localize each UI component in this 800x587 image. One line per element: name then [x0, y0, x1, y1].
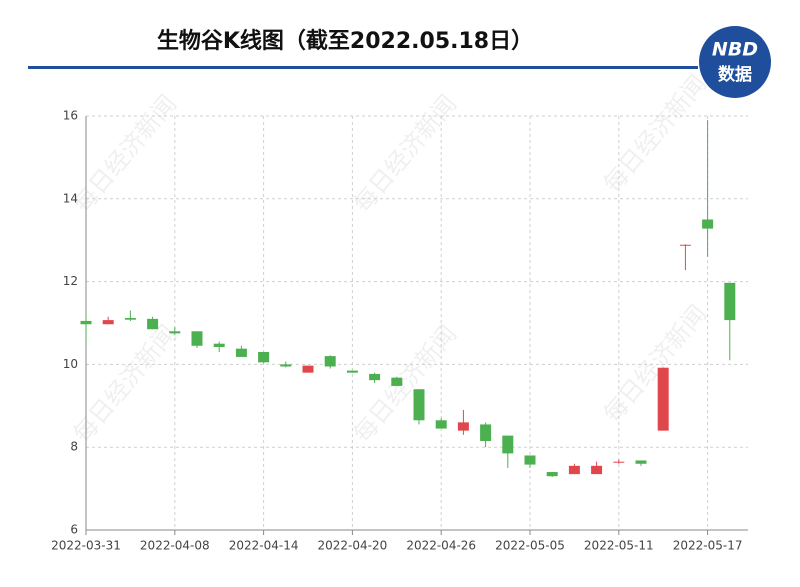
candle-body	[546, 472, 558, 477]
candle-body	[391, 377, 403, 386]
watermark: 每日经济新闻	[348, 320, 462, 448]
chart-title: 生物谷K线图（截至2022.05.18日）	[157, 28, 533, 54]
candle-body	[102, 320, 114, 325]
y-tick-label: 14	[63, 191, 78, 205]
x-tick-label: 2022-04-14	[229, 539, 299, 553]
watermark: 每日经济新闻	[68, 320, 182, 448]
x-tick-label: 2022-04-08	[140, 539, 210, 553]
logo-text: NBD	[712, 39, 758, 61]
candle-body	[124, 318, 136, 320]
candle-body	[480, 424, 492, 441]
x-tick-label: 2022-03-31	[51, 539, 121, 553]
title-rule	[28, 66, 698, 69]
y-tick-label: 16	[63, 109, 78, 123]
y-tick-label: 12	[63, 274, 78, 288]
candle-body	[524, 455, 536, 465]
candle-body	[235, 348, 247, 357]
candle-body	[346, 370, 358, 373]
candle-body	[302, 365, 314, 373]
candle-body	[191, 331, 203, 346]
logo-badge	[699, 26, 771, 98]
candle-body	[657, 367, 669, 431]
logo-text: 数据	[718, 64, 752, 85]
candle-body	[635, 460, 647, 464]
candle-body	[413, 389, 425, 421]
candle-body	[568, 465, 580, 475]
x-tick-label: 2022-04-20	[318, 539, 388, 553]
watermarks: 每日经济新闻 每日经济新闻 每日经济新闻 每日经济新闻 每日经济新闻 每日经济新…	[68, 70, 712, 448]
candle-body	[702, 219, 714, 229]
candle-body	[80, 320, 92, 325]
y-tick-label: 10	[63, 357, 78, 371]
x-tick-label: 2022-04-26	[406, 539, 476, 553]
y-tick-label: 8	[70, 440, 78, 454]
x-tick-label: 2022-05-11	[584, 539, 654, 553]
x-tick-label: 2022-05-05	[495, 539, 565, 553]
candle-body	[435, 420, 447, 429]
candle-body	[502, 435, 514, 454]
candle-body	[169, 331, 181, 334]
watermark: 每日经济新闻	[598, 70, 712, 198]
candle-body	[213, 343, 225, 348]
candle-body	[280, 364, 292, 367]
x-tick-label: 2022-05-17	[673, 539, 743, 553]
y-tick-label: 6	[70, 523, 78, 537]
candle-body	[324, 356, 336, 367]
watermark: 每日经济新闻	[598, 300, 712, 428]
candle-body	[679, 244, 691, 246]
candle-body	[457, 422, 469, 431]
candle-body	[258, 351, 270, 363]
candle-body	[147, 318, 159, 330]
candle-body	[369, 373, 381, 381]
candle-body	[724, 282, 736, 321]
candle-body	[613, 461, 625, 463]
candle-body	[591, 465, 603, 475]
